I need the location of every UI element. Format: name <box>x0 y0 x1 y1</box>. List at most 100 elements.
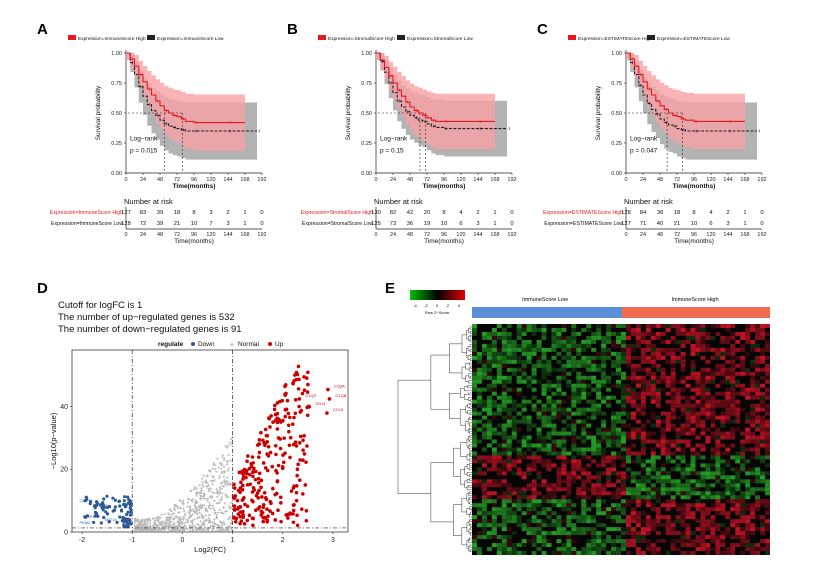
heatmap-cell <box>601 431 607 436</box>
down-point <box>105 494 109 498</box>
heatmap-cell <box>476 395 482 400</box>
heatmap-cell <box>720 411 726 416</box>
heatmap-cell <box>705 487 711 492</box>
up-point <box>294 444 299 448</box>
heatmap-cell <box>481 363 487 368</box>
normal-point: ✦ <box>221 528 225 534</box>
heatmap-cell <box>546 431 552 436</box>
heatmap-cell <box>660 367 666 372</box>
up-point <box>295 473 299 478</box>
heatmap-cell <box>725 339 731 344</box>
heatmap-cell <box>561 347 567 352</box>
x-tick-label: 1 <box>231 537 235 544</box>
heatmap-cell <box>710 471 716 476</box>
up-point <box>276 463 281 468</box>
heatmap-cell <box>476 547 482 552</box>
heatmap-cell <box>621 471 626 476</box>
heatmap-cell <box>536 359 542 364</box>
heatmap-cell <box>596 479 602 484</box>
heatmap-cell <box>740 443 746 448</box>
heatmap-cell <box>472 443 477 448</box>
legend-title: regulate <box>158 341 184 348</box>
heatmap-cell <box>625 335 631 340</box>
heatmap-cell <box>725 403 731 408</box>
normal-point: ✦ <box>177 518 181 524</box>
heatmap-cell <box>551 519 557 524</box>
heatmap-cell <box>566 407 572 412</box>
up-point <box>247 466 252 471</box>
heatmap-cell <box>551 483 557 488</box>
heatmap-cell <box>755 423 761 428</box>
heatmap-cell <box>640 447 646 452</box>
heatmap-cell <box>715 439 721 444</box>
heatmap-cell <box>481 367 487 372</box>
heatmap-cell <box>486 435 492 440</box>
heatmap-cell <box>556 403 562 408</box>
heatmap-cell <box>496 363 502 368</box>
up-point <box>238 514 242 519</box>
heatmap-cell <box>680 511 686 516</box>
normal-point: ✦ <box>198 505 202 511</box>
heatmap-cell <box>740 551 746 555</box>
heatmap-cell <box>665 427 671 432</box>
heatmap-cell <box>556 359 562 364</box>
heatmap-cell <box>566 355 572 360</box>
heatmap-cell <box>601 335 607 340</box>
heatmap-cell <box>496 431 502 436</box>
heatmap-cell <box>700 375 706 380</box>
heatmap-cell <box>481 463 487 468</box>
heatmap-cell <box>755 347 761 352</box>
normal-point: ✦ <box>133 527 137 533</box>
normal-point: ✦ <box>178 524 182 530</box>
heatmap-cell <box>635 343 641 348</box>
heatmap-cell <box>745 523 751 528</box>
heatmap-cell <box>655 511 661 516</box>
heatmap-cell <box>700 423 706 428</box>
up-point <box>301 458 305 462</box>
normal-point: ✦ <box>135 527 139 533</box>
normal-point: ✦ <box>212 524 216 530</box>
normal-point: ✦ <box>195 490 199 496</box>
heatmap-cell <box>665 423 671 428</box>
heatmap-cell <box>561 547 567 552</box>
up-point <box>305 413 310 418</box>
gene-label: C1QC <box>305 393 316 398</box>
heatmap-cell <box>750 503 756 508</box>
heatmap-cell <box>546 515 552 520</box>
heatmap-cell <box>571 327 577 332</box>
heatmap-cell <box>715 443 721 448</box>
normal-point: ✦ <box>133 517 137 523</box>
heatmap-cell <box>715 495 721 500</box>
heatmap-cell <box>650 359 656 364</box>
heatmap-cell <box>486 423 492 428</box>
heatmap-cell <box>650 455 656 460</box>
heatmap-cell <box>576 359 582 364</box>
heatmap-cell <box>496 451 502 456</box>
normal-point: ✦ <box>177 515 181 521</box>
heatmap-cell <box>685 523 691 528</box>
heatmap-cell <box>472 379 477 384</box>
heatmap-cell <box>655 379 661 384</box>
heatmap-cell <box>660 411 666 416</box>
heatmap-cell <box>586 383 592 388</box>
heatmap-cell <box>625 519 631 524</box>
normal-point: ✦ <box>211 506 215 512</box>
heatmap-cell <box>675 447 681 452</box>
heatmap-cell <box>725 431 731 436</box>
normal-point: ✦ <box>169 519 173 525</box>
risk-value: 42 <box>407 210 413 216</box>
normal-point: ✦ <box>197 510 201 516</box>
heatmap-cell <box>621 491 626 496</box>
heatmap-cell <box>695 335 701 340</box>
heatmap-cell <box>501 391 507 396</box>
heatmap-cell <box>695 423 701 428</box>
heatmap-cell <box>675 515 681 520</box>
normal-point: ✦ <box>175 515 179 521</box>
heatmap-cell <box>556 383 562 388</box>
heatmap-cell <box>670 324 676 328</box>
heatmap-cell <box>640 511 646 516</box>
heatmap-cell <box>621 547 626 552</box>
up-point <box>253 477 258 482</box>
heatmap-cell <box>566 383 572 388</box>
heatmap-cell <box>616 435 621 440</box>
